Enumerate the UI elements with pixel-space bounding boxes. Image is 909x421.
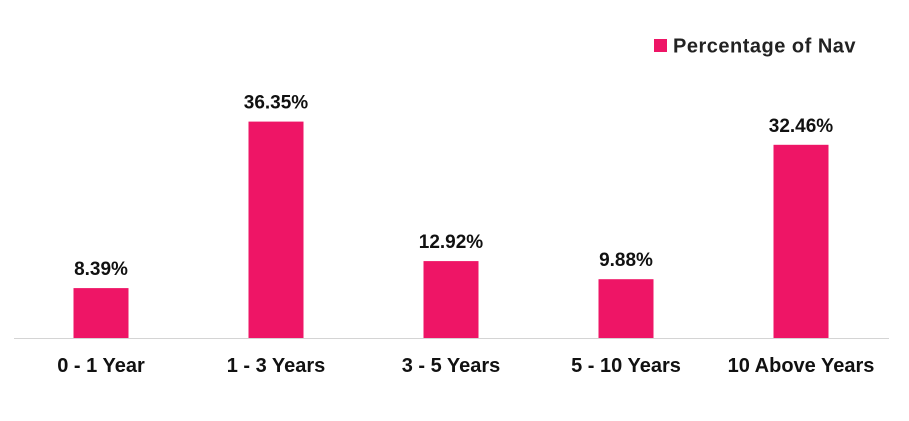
legend-label: Percentage of Nav	[673, 36, 856, 58]
bar-4	[598, 279, 654, 338]
bar-1	[73, 288, 129, 338]
bars-group	[73, 121, 829, 338]
legend-swatch	[654, 39, 667, 52]
data-label-3: 12.92%	[419, 232, 484, 253]
bar-2	[248, 121, 304, 338]
x-tick-label-2: 1 - 3 Years	[227, 355, 326, 377]
x-tick-labels: 0 - 1 Year 1 - 3 Years 3 - 5 Years 5 - 10 Y…	[57, 355, 874, 377]
data-label-4: 9.88%	[599, 250, 653, 271]
legend: Percentage of Nav	[654, 36, 856, 58]
bar-3	[423, 261, 479, 338]
data-label-1: 8.39%	[74, 259, 128, 280]
x-tick-label-3: 3 - 5 Years	[402, 355, 501, 377]
x-tick-label-4: 5 - 10 Years	[571, 355, 681, 377]
bar-labels-group: 8.39% 36.35% 12.92% 9.88% 32.46%	[74, 93, 833, 281]
x-tick-label-5: 10 Above Years	[728, 355, 875, 377]
bar-5	[773, 144, 829, 338]
x-tick-label-1: 0 - 1 Year	[57, 355, 145, 377]
data-label-5: 32.46%	[769, 116, 834, 137]
data-label-2: 36.35%	[244, 93, 309, 114]
